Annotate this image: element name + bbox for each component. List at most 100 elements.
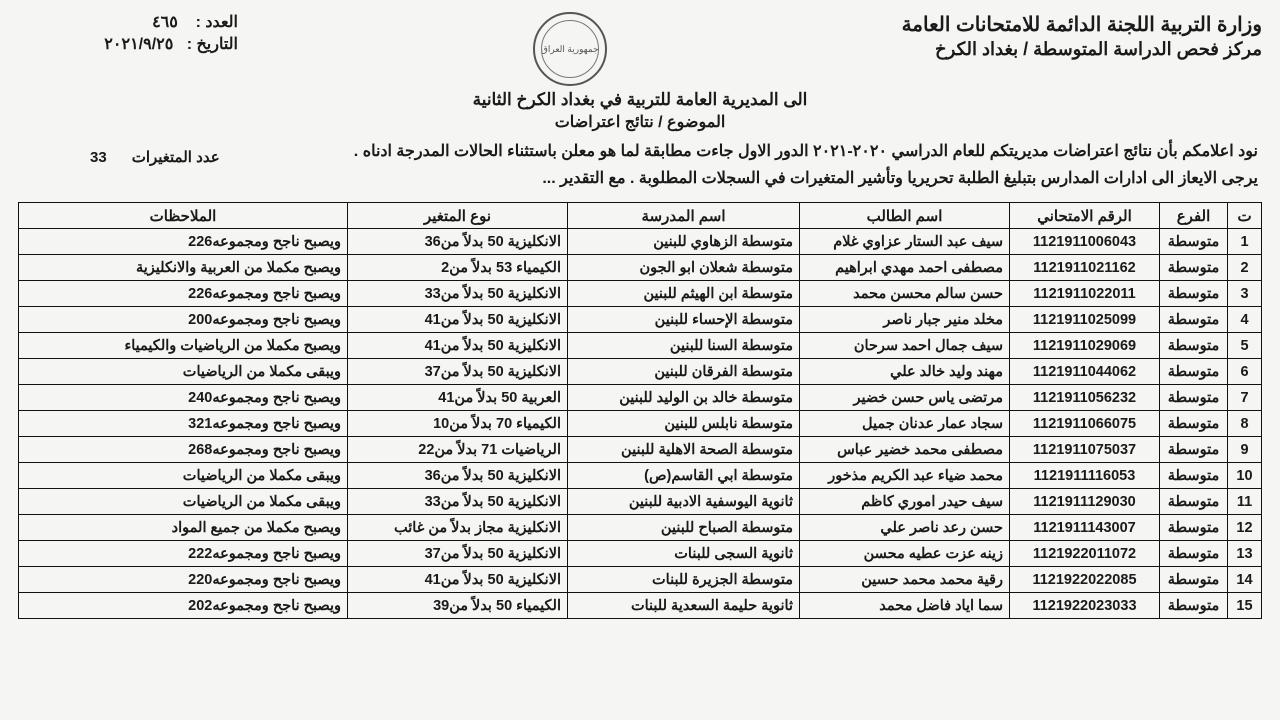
cell-name: سيف جمال احمد سرحان — [800, 333, 1010, 359]
cell-index: 5 — [1228, 333, 1262, 359]
cell-school: متوسطة خالد بن الوليد للبنين — [568, 385, 800, 411]
cell-change: الانكليزية 50 بدلاً من33 — [348, 489, 568, 515]
cell-index: 14 — [1228, 567, 1262, 593]
col-school: اسم المدرسة — [568, 203, 800, 229]
official-seal-icon: جمهورية العراق — [533, 12, 607, 86]
cell-exam: 1121911116053 — [1010, 463, 1160, 489]
cell-notes: ويصبح ناجح ومجموعه202 — [19, 593, 348, 619]
body-paragraph-2: يرجى الايعاز الى ادارات المدارس بتبليغ ا… — [22, 165, 1258, 192]
cell-branch: متوسطة — [1160, 229, 1228, 255]
cell-index: 3 — [1228, 281, 1262, 307]
cell-index: 15 — [1228, 593, 1262, 619]
subject-block: الى المديرية العامة للتربية في بغداد الك… — [18, 90, 1262, 132]
cell-exam: 1121922011072 — [1010, 541, 1160, 567]
col-exam: الرقم الامتحاني — [1010, 203, 1160, 229]
cell-exam: 1121911075037 — [1010, 437, 1160, 463]
cell-branch: متوسطة — [1160, 359, 1228, 385]
table-row: 14متوسطة1121922022085رقية محمد محمد حسين… — [19, 567, 1262, 593]
cell-school: ثانوية اليوسفية الادبية للبنين — [568, 489, 800, 515]
cell-branch: متوسطة — [1160, 437, 1228, 463]
table-row: 12متوسطة1121911143007حسن رعد ناصر عليمتو… — [19, 515, 1262, 541]
cell-change: الانكليزية 50 بدلاً من33 — [348, 281, 568, 307]
cell-name: زينه عزت عطيه محسن — [800, 541, 1010, 567]
cell-name: مرتضى ياس حسن خضير — [800, 385, 1010, 411]
table-body: 1متوسطة1121911006043سيف عبد الستار عزاوي… — [19, 229, 1262, 619]
cell-exam: 1121911021162 — [1010, 255, 1160, 281]
cell-notes: ويصبح مكملا من الرياضيات والكيمياء — [19, 333, 348, 359]
cell-branch: متوسطة — [1160, 307, 1228, 333]
cell-notes: ويصبح مكملا من جميع المواد — [19, 515, 348, 541]
cell-school: متوسطة السنا للبنين — [568, 333, 800, 359]
cell-index: 8 — [1228, 411, 1262, 437]
cell-name: حسن سالم محسن محمد — [800, 281, 1010, 307]
cell-index: 9 — [1228, 437, 1262, 463]
cell-change: الكيمياء 53 بدلاً من2 — [348, 255, 568, 281]
cell-name: محمد ضياء عبد الكريم مذخور — [800, 463, 1010, 489]
addressed-to: الى المديرية العامة للتربية في بغداد الك… — [18, 90, 1262, 110]
table-row: 3متوسطة1121911022011حسن سالم محسن محمدمت… — [19, 281, 1262, 307]
date-value: ٢٠٢١/٩/٢٥ — [104, 36, 173, 53]
cell-school: متوسطة الجزيرة للبنات — [568, 567, 800, 593]
cell-school: متوسطة الصحة الاهلية للبنين — [568, 437, 800, 463]
cell-notes: ويصبح ناجح ومجموعه268 — [19, 437, 348, 463]
cell-notes: ويصبح ناجح ومجموعه226 — [19, 281, 348, 307]
cell-name: مخلد منير جبار ناصر — [800, 307, 1010, 333]
cell-exam: 1121911029069 — [1010, 333, 1160, 359]
seal-wrapper: جمهورية العراق — [533, 12, 607, 86]
center-title: مركز فحص الدراسة المتوسطة / بغداد الكرخ — [902, 39, 1262, 60]
cell-name: مهند وليد خالد علي — [800, 359, 1010, 385]
cell-branch: متوسطة — [1160, 281, 1228, 307]
table-row: 7متوسطة1121911056232مرتضى ياس حسن خضيرمت… — [19, 385, 1262, 411]
cell-change: العربية 50 بدلاً من41 — [348, 385, 568, 411]
cell-change: الانكليزية 50 بدلاً من41 — [348, 567, 568, 593]
cell-branch: متوسطة — [1160, 489, 1228, 515]
cell-branch: متوسطة — [1160, 255, 1228, 281]
cell-change: الرياضيات 71 بدلاً من22 — [348, 437, 568, 463]
header-row: وزارة التربية اللجنة الدائمة للامتحانات … — [18, 12, 1262, 86]
table-row: 10متوسطة1121911116053محمد ضياء عبد الكري… — [19, 463, 1262, 489]
cell-name: سيف حيدر اموري كاظم — [800, 489, 1010, 515]
count-label: عدد المتغيرات — [132, 149, 220, 166]
cell-notes: ويبقى مكملا من الرياضيات — [19, 489, 348, 515]
cell-change: الانكليزية 50 بدلاً من41 — [348, 307, 568, 333]
table-row: 1متوسطة1121911006043سيف عبد الستار عزاوي… — [19, 229, 1262, 255]
cell-exam: 1121911022011 — [1010, 281, 1160, 307]
cell-name: مصطفى محمد خضير عباس — [800, 437, 1010, 463]
cell-branch: متوسطة — [1160, 463, 1228, 489]
cell-name: سجاد عمار عدنان جميل — [800, 411, 1010, 437]
cell-index: 6 — [1228, 359, 1262, 385]
header-right: وزارة التربية اللجنة الدائمة للامتحانات … — [902, 12, 1262, 60]
count-value: 33 — [90, 149, 107, 166]
cell-notes: ويبقى مكملا من الرياضيات — [19, 359, 348, 385]
cell-branch: متوسطة — [1160, 333, 1228, 359]
table-row: 9متوسطة1121911075037مصطفى محمد خضير عباس… — [19, 437, 1262, 463]
cell-school: متوسطة الصباح للبنين — [568, 515, 800, 541]
subject-line: الموضوع / نتائج اعتراضات — [18, 112, 1262, 132]
cell-notes: ويبقى مكملا من الرياضيات — [19, 463, 348, 489]
cell-name: رقية محمد محمد حسين — [800, 567, 1010, 593]
cell-school: ثانوية السجى للبنات — [568, 541, 800, 567]
table-row: 2متوسطة1121911021162مصطفى احمد مهدي ابرا… — [19, 255, 1262, 281]
table-row: 8متوسطة1121911066075سجاد عمار عدنان جميل… — [19, 411, 1262, 437]
date-label: التاريخ : — [187, 36, 238, 53]
table-row: 11متوسطة1121911129030سيف حيدر اموري كاظم… — [19, 489, 1262, 515]
cell-school: متوسطة شعلان ابو الجون — [568, 255, 800, 281]
cell-branch: متوسطة — [1160, 385, 1228, 411]
cell-exam: 1121911129030 — [1010, 489, 1160, 515]
table-header-row: ت الفرع الرقم الامتحاني اسم الطالب اسم ا… — [19, 203, 1262, 229]
cell-change: الانكليزية مجاز بدلاً من غائب — [348, 515, 568, 541]
cell-school: متوسطة ابن الهيثم للبنين — [568, 281, 800, 307]
cell-exam: 1121911143007 — [1010, 515, 1160, 541]
cell-change: الانكليزية 50 بدلاً من37 — [348, 359, 568, 385]
cell-index: 2 — [1228, 255, 1262, 281]
col-name: اسم الطالب — [800, 203, 1010, 229]
changes-count: عدد المتغيرات 33 — [90, 148, 220, 166]
cell-notes: ويصبح ناجح ومجموعه226 — [19, 229, 348, 255]
cell-index: 4 — [1228, 307, 1262, 333]
cell-name: سما اياد فاضل محمد — [800, 593, 1010, 619]
cell-index: 1 — [1228, 229, 1262, 255]
cell-branch: متوسطة — [1160, 515, 1228, 541]
cell-index: 12 — [1228, 515, 1262, 541]
cell-notes: ويصبح ناجح ومجموعه321 — [19, 411, 348, 437]
cell-notes: ويصبح ناجح ومجموعه200 — [19, 307, 348, 333]
